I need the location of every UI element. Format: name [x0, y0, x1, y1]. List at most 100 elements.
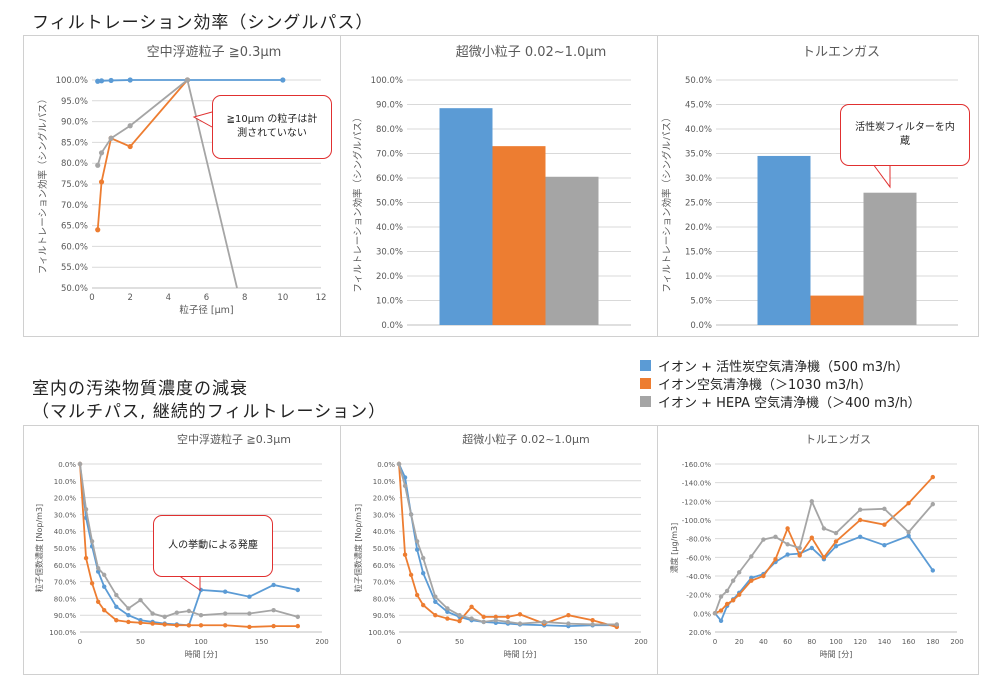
data-point-blue — [271, 582, 276, 588]
x-tick-label: 0 — [78, 638, 82, 646]
chart-bottom-airborne: 空中浮遊粒子 ≧0.3μm 0.0% 10.0% 20.0% 30.0% 40.0% 50.… — [34, 432, 329, 659]
data-point-orange — [138, 620, 143, 625]
y-tick-label: 20.0% — [54, 495, 77, 503]
y-tick-label: 90.0% — [61, 118, 88, 128]
legend-item: イオン空気清浄機（＞1030 m3/h） — [640, 374, 921, 393]
data-point-orange — [433, 613, 438, 618]
data-point-orange — [724, 601, 730, 607]
data-point-gray — [271, 607, 276, 613]
y-tick-label: 65.0% — [61, 222, 88, 232]
data-point-orange — [83, 555, 89, 561]
data-point-orange — [408, 572, 414, 578]
data-point-orange — [737, 592, 742, 597]
y-tick-label: 20.0% — [373, 495, 396, 503]
y-tick-label: 5.0% — [690, 297, 712, 307]
x-tick-label: 2 — [127, 293, 132, 303]
data-point-blue — [247, 594, 252, 599]
series-line-orange — [96, 79, 189, 230]
y-tick-label: 10.0% — [373, 478, 396, 486]
data-point-orange — [198, 623, 204, 628]
data-point-gray — [114, 592, 119, 598]
y-tick-label: 70.0% — [54, 579, 77, 587]
y-tick-label: 10.0% — [54, 478, 77, 486]
bar-blue — [439, 108, 493, 325]
data-point-orange — [247, 624, 252, 630]
data-point-orange — [445, 616, 450, 621]
data-point-gray — [126, 606, 131, 611]
data-point-gray — [247, 611, 252, 616]
legend-item: イオン + HEPA 空気清浄機（＞400 m3/h） — [640, 392, 921, 411]
bar-gray — [545, 176, 599, 325]
data-point-orange — [785, 526, 790, 531]
series-group — [712, 474, 935, 623]
x-tick-label: 50 — [455, 638, 464, 646]
data-point-orange — [114, 618, 119, 623]
y-tick-label: -60.0% — [686, 554, 711, 562]
y-tick-label: -120.0% — [682, 498, 712, 506]
y-tick-label: 0.0% — [690, 321, 712, 331]
x-tick-label: 50 — [136, 638, 145, 646]
data-point-gray — [858, 507, 863, 512]
legend-label: イオン + 活性炭空気清浄機（500 m3/h） — [658, 359, 909, 375]
x-axis-label: 時間 [分] — [504, 650, 537, 659]
data-point-orange — [421, 602, 426, 608]
callout-text: 活性炭フィルターを内蔵 — [855, 122, 955, 147]
callout-activated-carbon: 活性炭フィルターを内蔵 — [840, 104, 970, 166]
y-tick-label: 20.0% — [685, 223, 712, 233]
series-line-blue — [398, 463, 617, 628]
data-point-blue — [198, 587, 204, 593]
data-point-gray — [493, 618, 498, 623]
data-point-blue — [102, 584, 107, 589]
data-point-orange — [95, 599, 101, 604]
y-axis-label: フィルトレーション効率（シングルパス） — [661, 112, 673, 292]
data-point-gray — [712, 611, 718, 616]
y-tick-label: 80.0% — [373, 595, 396, 603]
x-tick-label: 100 — [829, 638, 842, 646]
series-group — [396, 461, 619, 630]
x-tick-label: 20 — [735, 638, 744, 646]
data-point-gray — [882, 506, 887, 511]
data-point-gray — [797, 545, 802, 551]
x-axis-label: 時間 [分] — [820, 650, 853, 659]
y-tick-label: 100.0% — [49, 629, 76, 637]
data-point-gray — [77, 461, 83, 467]
y-axis-label: 濃度 [μg/m3] — [669, 523, 679, 574]
data-point-orange — [566, 613, 571, 618]
panel-top-ultrafine: 超微小粒子 0.02~1.0μm 0.0% 10.0% 20.0% 30.0% 40.0%… — [340, 35, 658, 337]
data-point-orange — [821, 555, 827, 560]
data-point-gray — [108, 135, 114, 141]
x-tick-label: 150 — [255, 638, 268, 646]
data-point-orange — [906, 501, 911, 506]
callout-human-activity: 人の挙動による発塵 — [153, 515, 273, 577]
data-point-orange — [98, 179, 105, 185]
y-tick-label: 40.0% — [685, 125, 712, 135]
y-tick-label: 50.0% — [373, 545, 396, 553]
series-group — [77, 461, 300, 630]
data-point-orange — [773, 557, 778, 562]
x-tick-label: 200 — [315, 638, 328, 646]
y-tick-label: 0.0% — [693, 610, 711, 618]
data-point-gray — [150, 611, 155, 616]
data-point-orange — [102, 607, 107, 613]
series-line-orange — [714, 476, 934, 615]
data-point-orange — [174, 623, 179, 628]
data-point-gray — [730, 578, 736, 583]
data-point-blue — [906, 533, 911, 539]
x-tick-label: 60 — [783, 638, 792, 646]
data-point-gray — [737, 570, 742, 575]
y-tick-label: 60.0% — [373, 562, 396, 570]
data-point-orange — [89, 581, 95, 586]
data-point-blue — [833, 543, 839, 549]
panel-top-airborne: 空中浮遊粒子 ≧0.3μm 50.0% 55.0% 60.0% 65.0% 70.0% 75… — [23, 35, 341, 337]
data-point-blue — [295, 587, 300, 593]
x-tick-label: 120 — [854, 638, 867, 646]
x-tick-label: 160 — [902, 638, 915, 646]
data-point-gray — [421, 555, 426, 561]
y-axis-label: フィルトレーション効率（シングルパス） — [37, 94, 49, 274]
y-tick-label: -80.0% — [686, 536, 711, 544]
data-point-blue — [126, 613, 131, 618]
y-axis-label: フィルトレーション効率（シングルパス） — [352, 112, 364, 292]
y-tick-label: 60.0% — [61, 242, 88, 252]
data-point-blue — [223, 589, 228, 594]
data-point-gray — [102, 572, 107, 578]
